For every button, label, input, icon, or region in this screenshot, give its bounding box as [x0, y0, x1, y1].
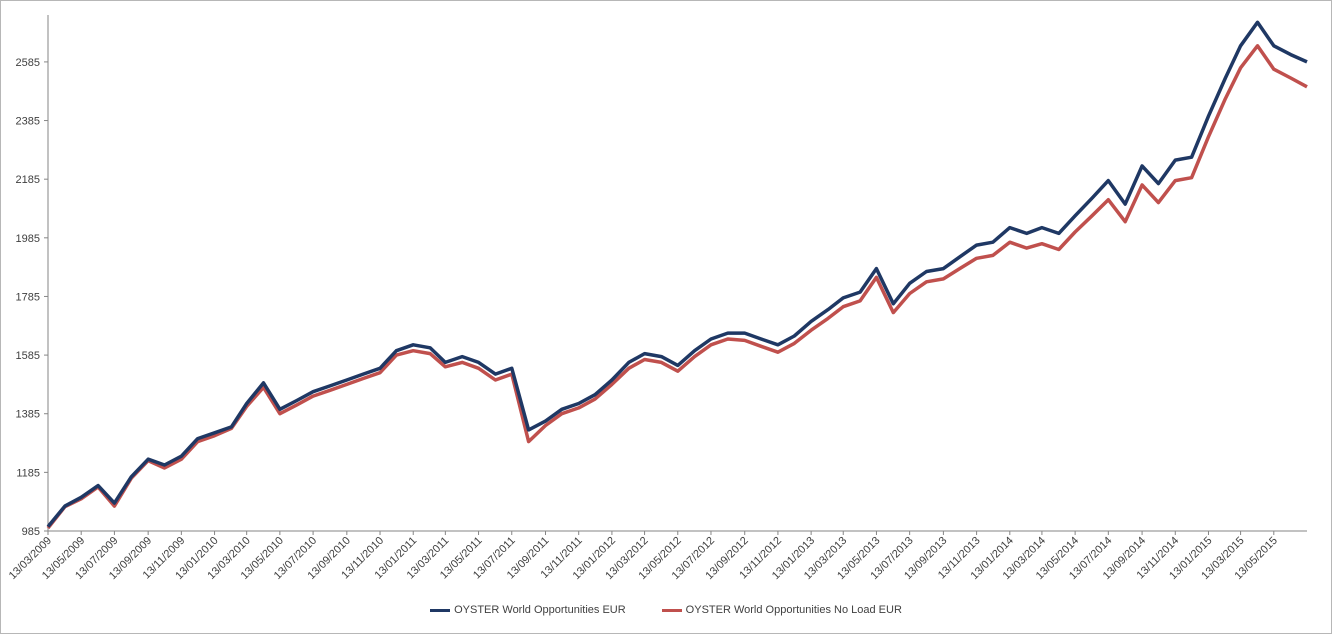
series-line-1: [46, 20, 1308, 528]
y-tick-label: 2185: [16, 174, 40, 186]
y-axis: 985 1185 1385 1585 1785 1985 2185 2385 2585: [16, 15, 49, 538]
line-chart: 985 1185 1385 1585 1785 1985 2185 2385 2585 13/0…: [7, 15, 1308, 582]
legend-swatch: [430, 608, 451, 612]
legend-label: OYSTER World Opportunities No Load EUR: [685, 604, 902, 617]
legend-label: OYSTER World Opportunities EUR: [454, 604, 626, 617]
y-tick-label: 2385: [16, 116, 40, 128]
y-tick-label: 1785: [16, 291, 40, 303]
legend-item: OYSTER World Opportunities No Load EUR: [661, 604, 902, 617]
y-tick-label: 1385: [16, 409, 40, 421]
y-tick-label: 2585: [16, 57, 40, 69]
y-tick-label: 1185: [16, 467, 40, 479]
legend-swatch: [661, 608, 682, 612]
y-tick-label: 1585: [16, 350, 40, 362]
series-line-2: [46, 44, 1308, 530]
x-axis: 13/03/200913/05/200913/07/200913/09/2009…: [7, 530, 1307, 582]
legend: OYSTER World Opportunities EUR OYSTER Wor…: [0, 604, 1332, 616]
y-tick-label: 985: [22, 526, 40, 538]
y-tick-label: 1985: [16, 233, 40, 245]
legend-item: OYSTER World Opportunities EUR: [430, 604, 626, 616]
series-layer: [46, 20, 1308, 530]
